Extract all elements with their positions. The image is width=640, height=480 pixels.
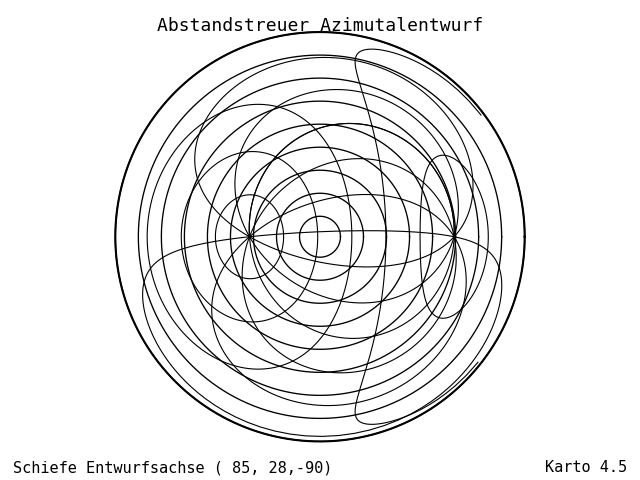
Text: Schiefe Entwurfsachse ( 85, 28,-90): Schiefe Entwurfsachse ( 85, 28,-90) xyxy=(13,460,332,475)
Text: Abstandstreuer Azimutalentwurf: Abstandstreuer Azimutalentwurf xyxy=(157,17,483,35)
Text: Karto 4.5: Karto 4.5 xyxy=(545,460,627,475)
